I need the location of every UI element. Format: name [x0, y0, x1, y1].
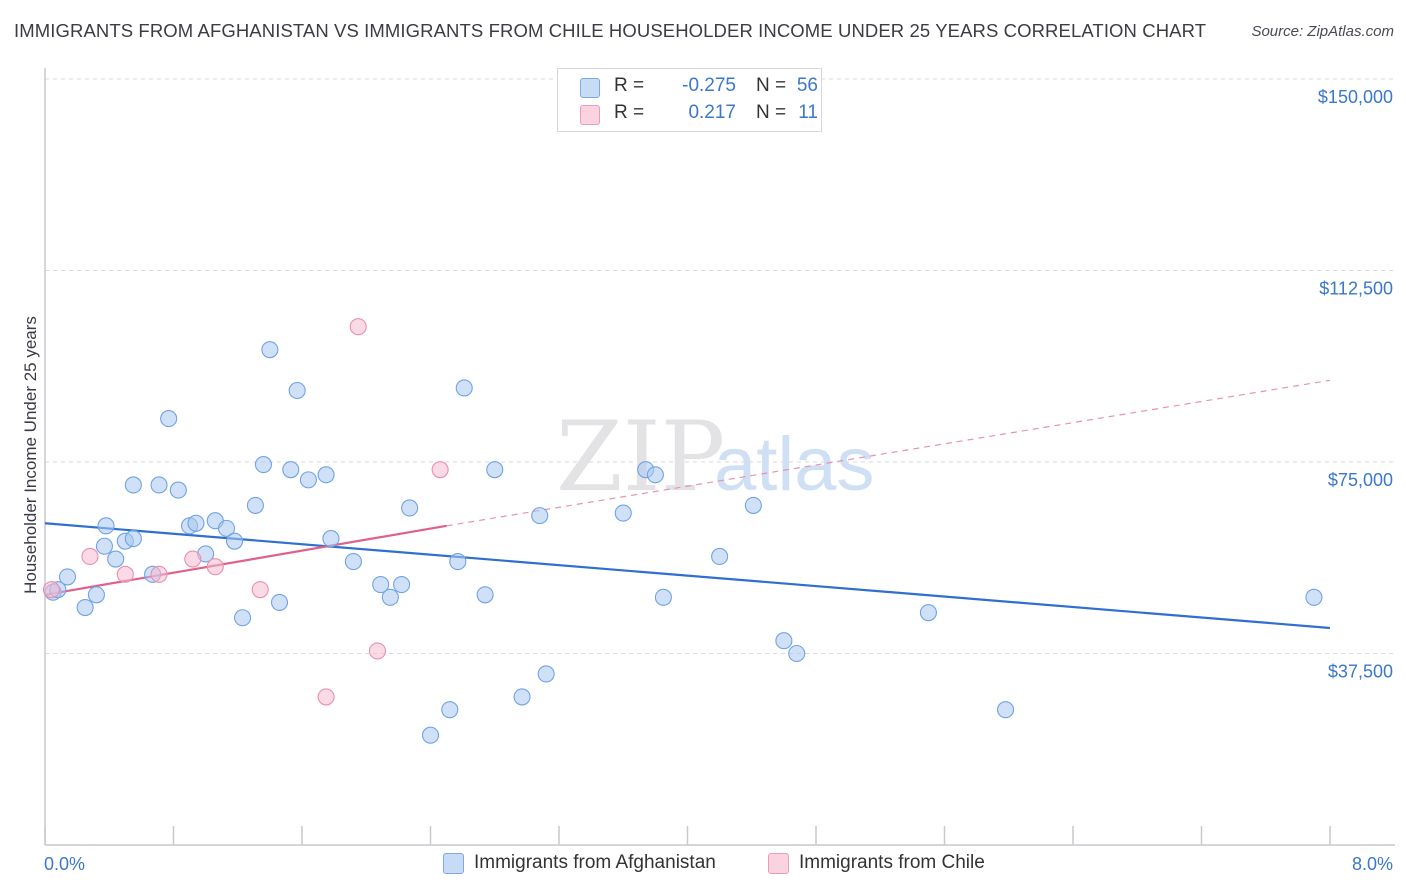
- bottom-legend-swatch-chile: [768, 853, 789, 874]
- point-afghanistan: [261, 341, 279, 359]
- point-afghanistan: [646, 466, 664, 484]
- legend-r-label: R =: [614, 75, 645, 96]
- point-afghanistan: [58, 568, 77, 586]
- point-afghanistan: [513, 688, 531, 706]
- point-afghanistan: [441, 701, 459, 719]
- point-afghanistan: [254, 456, 273, 474]
- point-chile: [42, 581, 60, 599]
- correlation-legend: R = -0.275 N = 56 R = 0.217 N = 11: [557, 68, 822, 132]
- point-chile: [317, 688, 335, 706]
- point-chile: [431, 461, 449, 479]
- point-afghanistan: [421, 726, 440, 744]
- source-label: Source: ZipAtlas.com: [1251, 23, 1394, 40]
- legend-r-label: R =: [614, 102, 645, 123]
- y-tick-label: $75,000: [1328, 470, 1393, 490]
- point-afghanistan: [654, 588, 672, 606]
- point-afghanistan: [1305, 588, 1323, 606]
- point-afghanistan: [150, 476, 168, 494]
- point-afghanistan: [996, 701, 1015, 719]
- y-axis-label: Householder Income Under 25 years: [21, 316, 40, 594]
- legend-swatch-chile: [580, 105, 600, 125]
- point-afghanistan: [107, 550, 125, 568]
- watermark-zip: ZIP: [556, 401, 725, 513]
- point-afghanistan: [476, 586, 494, 604]
- point-afghanistan: [372, 576, 390, 594]
- legend-n-value: 11: [798, 102, 818, 123]
- legend-n-label: N =: [756, 102, 787, 123]
- point-chile: [251, 581, 269, 599]
- point-afghanistan: [393, 576, 411, 594]
- point-afghanistan: [614, 504, 632, 522]
- point-afghanistan: [537, 665, 555, 683]
- point-afghanistan: [217, 519, 236, 537]
- point-chile: [206, 558, 224, 576]
- point-chile: [81, 547, 99, 566]
- point-afghanistan: [531, 507, 549, 525]
- point-afghanistan: [270, 593, 289, 611]
- point-afghanistan: [124, 476, 142, 494]
- point-afghanistan: [344, 553, 362, 571]
- point-chile: [368, 642, 387, 660]
- bottom-legend-label-afghanistan: Immigrants from Afghanistan: [474, 852, 716, 873]
- trend-line: [44, 524, 447, 596]
- point-afghanistan: [95, 537, 113, 555]
- point-afghanistan: [246, 496, 264, 514]
- trend-line: [44, 522, 1331, 630]
- point-afghanistan: [744, 496, 762, 514]
- point-afghanistan: [225, 532, 244, 550]
- point-afghanistan: [76, 598, 94, 617]
- legend-n-label: N =: [756, 75, 787, 96]
- point-afghanistan: [401, 499, 419, 517]
- watermark-atlas: atlas: [714, 422, 875, 507]
- legend-swatch-afghanistan: [580, 78, 600, 98]
- gridlines: [45, 78, 1395, 654]
- legend-r-value: -0.275: [682, 75, 736, 96]
- point-afghanistan: [919, 604, 937, 622]
- point-afghanistan: [160, 410, 178, 428]
- point-chile: [116, 565, 134, 583]
- point-afghanistan: [282, 461, 300, 479]
- watermark: ZIP atlas: [556, 401, 875, 513]
- trend-lines: [44, 379, 1331, 630]
- point-afghanistan: [124, 530, 142, 548]
- point-afghanistan: [234, 609, 252, 627]
- point-afghanistan: [299, 471, 317, 489]
- y-tick-label: $37,500: [1328, 662, 1393, 682]
- legend-n-value: 56: [796, 75, 818, 96]
- y-tick-label: $150,000: [1318, 87, 1393, 107]
- x-tick-label: 0.0%: [44, 854, 85, 874]
- axes: [44, 68, 1395, 846]
- point-afghanistan: [288, 381, 306, 400]
- point-afghanistan: [97, 517, 115, 535]
- point-chile: [150, 565, 168, 583]
- point-afghanistan: [455, 379, 473, 397]
- point-afghanistan: [775, 632, 793, 650]
- point-afghanistan: [187, 514, 205, 532]
- x-tick-label: 8.0%: [1352, 854, 1393, 874]
- point-chile: [349, 318, 367, 336]
- chart-title: IMMIGRANTS FROM AFGHANISTAN VS IMMIGRANT…: [14, 20, 1207, 41]
- legend-r-value: 0.217: [688, 102, 736, 123]
- bottom-legend-label-chile: Immigrants from Chile: [799, 852, 985, 873]
- y-tick-label: $112,500: [1319, 279, 1393, 299]
- data-points: [42, 318, 1323, 744]
- point-afghanistan: [381, 588, 399, 606]
- tick-labels: $37,500 $75,000 $112,500 $150,000 0.0% 8.0%: [44, 87, 1393, 874]
- point-afghanistan: [449, 553, 467, 571]
- point-afghanistan: [317, 466, 335, 484]
- point-afghanistan: [788, 644, 806, 663]
- point-afghanistan: [322, 530, 340, 548]
- bottom-legend-swatch-afghanistan: [443, 853, 464, 874]
- point-afghanistan: [486, 461, 504, 479]
- point-chile: [184, 550, 202, 568]
- point-afghanistan: [87, 586, 105, 604]
- point-afghanistan: [711, 547, 729, 566]
- point-afghanistan: [169, 481, 187, 499]
